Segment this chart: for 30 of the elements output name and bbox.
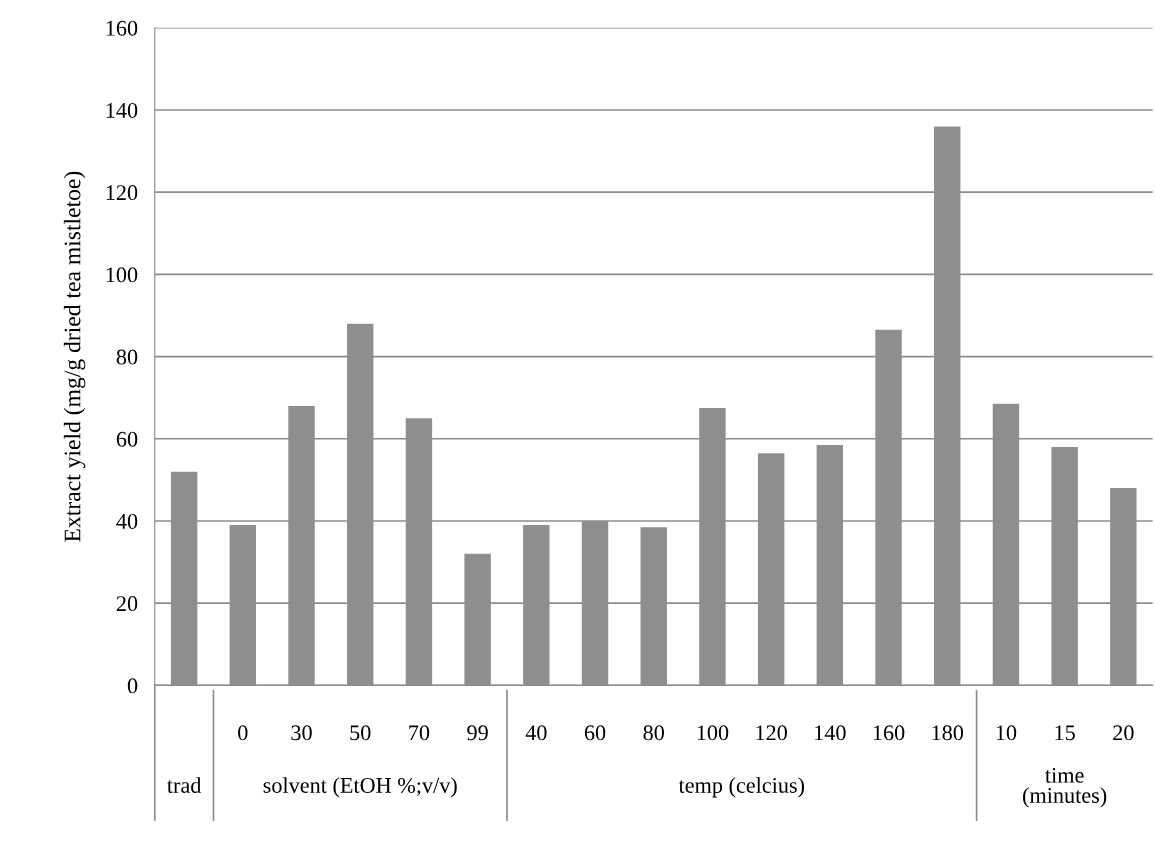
x-tick-label: 40 [525,725,547,741]
x-tick-label: 180 [932,725,964,741]
text: time (minutes) [1023,767,1107,808]
y-tick-label: 160 [106,20,138,36]
text: solvent (EtOH %;v/v) [263,777,457,798]
x-tick-label: 50 [350,725,371,741]
y-tick-label: 40 [116,513,138,529]
y-tick-label: 120 [106,185,138,201]
y-tick-label: 140 [106,102,138,118]
y-tick-label: 60 [116,431,138,447]
x-tick-label: 70 [409,725,430,741]
y-axis-title: Extract yield (mg/g dried tea mistletoe) [63,171,86,542]
x-tick-label: 0 [238,725,248,741]
x-tick-label: 60 [584,725,606,741]
y-tick-label: 80 [116,349,138,365]
x-tick-label: 100 [697,725,729,741]
x-tick-label: 140 [815,725,846,741]
y-tick-label: 100 [106,267,138,283]
y-tick-label: 20 [116,596,138,612]
x-tick-label: 15 [1055,725,1075,741]
x-tick-label: 80 [643,725,664,741]
text: temp (celcius) [678,777,805,798]
x-tick-label: 30 [291,725,312,741]
x-tick-label: 160 [873,725,905,741]
y-tick-label: 0 [127,678,138,694]
x-tick-label: 99 [467,725,488,741]
x-tick-label: 10 [996,725,1017,741]
text: trad [167,777,202,793]
x-tick-label: 20 [1113,725,1134,741]
x-tick-label: 120 [756,725,787,741]
